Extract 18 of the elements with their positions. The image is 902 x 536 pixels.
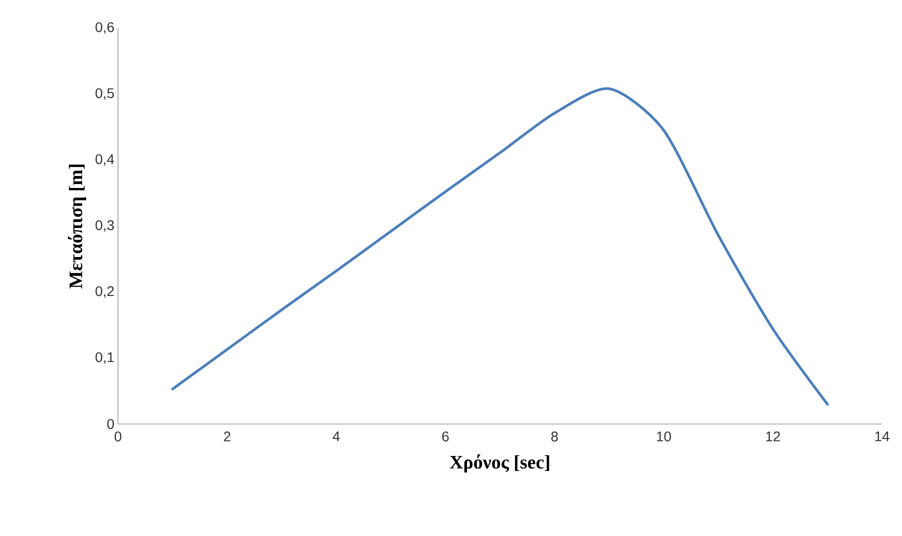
x-tick-label: 0 xyxy=(114,432,122,442)
y-tick-label: 0,5 xyxy=(96,88,114,100)
y-axis-title: Μεταόπιση [m] xyxy=(68,164,86,288)
y-tick-label: 0,4 xyxy=(96,154,114,166)
x-tick-label: 8 xyxy=(551,432,558,442)
y-tick-label: 0 xyxy=(107,419,114,429)
x-tick-label: 4 xyxy=(332,432,340,442)
y-tick-label: 0,6 xyxy=(96,22,114,34)
y-tick-label: 0,2 xyxy=(96,286,114,298)
x-tick-label: 2 xyxy=(224,432,230,442)
x-tick-label: 12 xyxy=(766,432,780,442)
y-tick-label: 0,1 xyxy=(96,352,114,364)
y-tick-label: 0,3 xyxy=(96,220,114,232)
x-tick-label: 6 xyxy=(442,432,449,442)
x-tick-label: 14 xyxy=(875,432,890,442)
x-axis-title: Χρόνος [sec] xyxy=(450,454,550,472)
x-tick-label: 10 xyxy=(657,432,671,442)
line-series xyxy=(171,87,829,406)
